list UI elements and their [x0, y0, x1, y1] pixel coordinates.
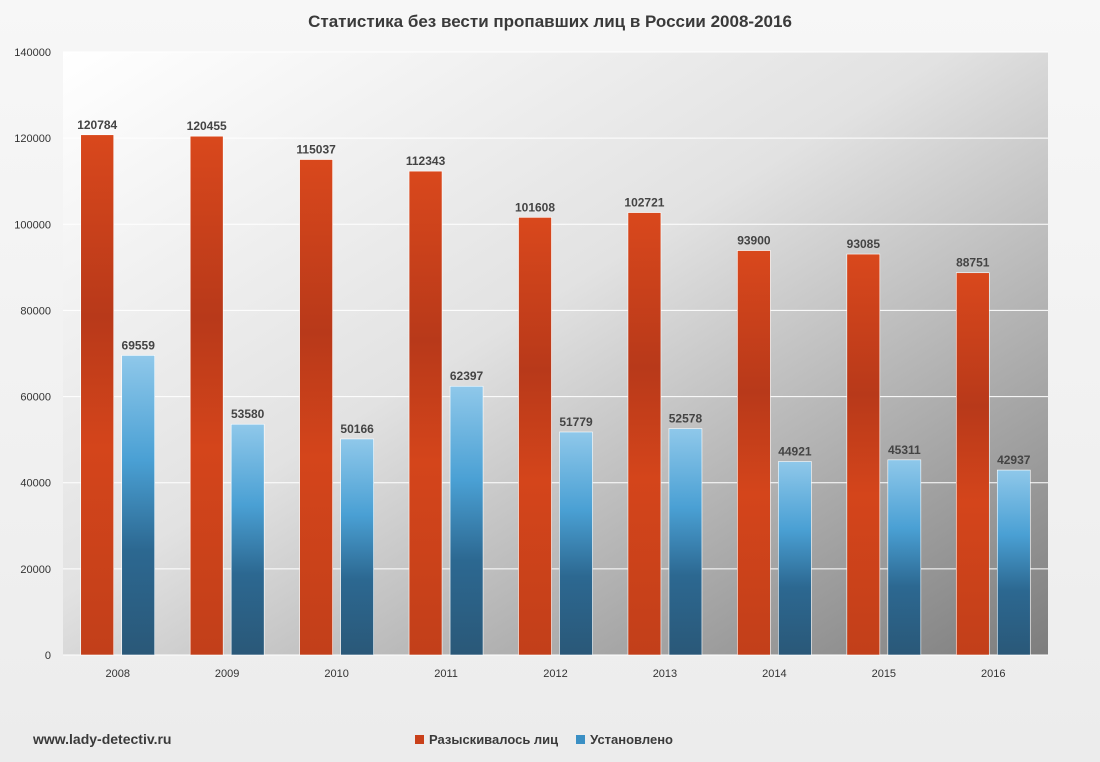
legend-item-wanted: Разыскивалось лиц	[415, 732, 558, 747]
bar-found	[449, 385, 484, 656]
x-axis-ticks: 2008 2009 2010 2011 2012 2013 2014 2015 2016	[105, 668, 1005, 680]
bar-wanted	[627, 212, 662, 656]
data-label-found: 69559	[122, 338, 156, 352]
plot-area	[63, 52, 1048, 655]
y-tick-label: 80000	[20, 305, 51, 317]
bar-wanted	[299, 159, 333, 656]
data-label-wanted: 93085	[847, 237, 881, 251]
data-label-found: 50166	[340, 422, 374, 436]
y-tick-label: 140000	[14, 47, 51, 59]
data-label-wanted: 120784	[77, 118, 117, 132]
x-tick-label: 2008	[105, 668, 129, 680]
bar-found	[230, 423, 265, 656]
data-label-wanted: 112343	[406, 154, 446, 168]
bar-wanted	[408, 170, 443, 656]
bars	[80, 134, 1031, 656]
chart-title: Статистика без вести пропавших лиц в Рос…	[308, 12, 792, 31]
bar-found	[340, 438, 374, 656]
data-label-found: 51779	[559, 415, 593, 429]
y-tick-label: 20000	[20, 564, 51, 576]
bar-wanted	[518, 217, 552, 656]
bar-wanted	[189, 135, 224, 656]
site-watermark: www.lady-detectiv.ru	[33, 731, 172, 747]
y-tick-label: 40000	[20, 478, 51, 490]
data-label-wanted: 101608	[515, 200, 555, 214]
bar-found	[121, 355, 156, 656]
gridlines	[63, 51, 1048, 656]
data-label-found: 44921	[778, 445, 812, 459]
legend: Разыскивалось лиц Установлено	[415, 732, 673, 747]
x-tick-label: 2016	[981, 668, 1005, 680]
x-tick-label: 2009	[215, 668, 239, 680]
bar-wanted	[846, 253, 881, 656]
data-label-wanted: 88751	[956, 256, 990, 270]
data-label-found: 42937	[997, 453, 1031, 467]
data-labels: 120784 69559 120455 53580 115037 50166 112343 6…	[77, 118, 1031, 467]
y-tick-label: 100000	[14, 219, 51, 231]
bar-wanted	[737, 250, 771, 656]
data-label-found: 52578	[669, 412, 703, 426]
legend-label-wanted: Разыскивалось лиц	[429, 732, 559, 747]
x-tick-label: 2010	[324, 668, 348, 680]
bar-wanted	[955, 272, 990, 656]
data-label-wanted: 115037	[296, 143, 336, 157]
bar-wanted	[80, 134, 115, 656]
legend-swatch-found	[576, 735, 586, 744]
x-tick-label: 2013	[653, 668, 677, 680]
bar-found	[996, 469, 1031, 656]
data-label-found: 45311	[888, 443, 921, 457]
data-label-found: 62397	[450, 369, 484, 383]
x-tick-label: 2012	[543, 668, 567, 680]
x-tick-label: 2014	[762, 668, 786, 680]
y-tick-label: 120000	[14, 133, 51, 145]
y-axis-ticks: 0 20000 40000 60000 80000 100000 120000 140000	[14, 47, 51, 662]
bar-found	[778, 461, 812, 656]
data-label-wanted: 93900	[737, 234, 771, 248]
y-tick-label: 0	[45, 650, 51, 662]
bar-found	[559, 431, 593, 656]
data-label-found: 53580	[231, 407, 265, 421]
legend-item-found: Установлено	[576, 732, 673, 747]
legend-swatch-wanted	[415, 735, 424, 744]
data-label-wanted: 120455	[187, 119, 227, 133]
x-tick-label: 2015	[872, 668, 896, 680]
legend-label-found: Установлено	[590, 732, 673, 747]
x-tick-label: 2011	[434, 668, 458, 680]
bar-found	[887, 459, 922, 656]
data-label-wanted: 102721	[624, 196, 664, 210]
bar-found	[668, 428, 703, 656]
y-tick-label: 60000	[20, 392, 51, 404]
